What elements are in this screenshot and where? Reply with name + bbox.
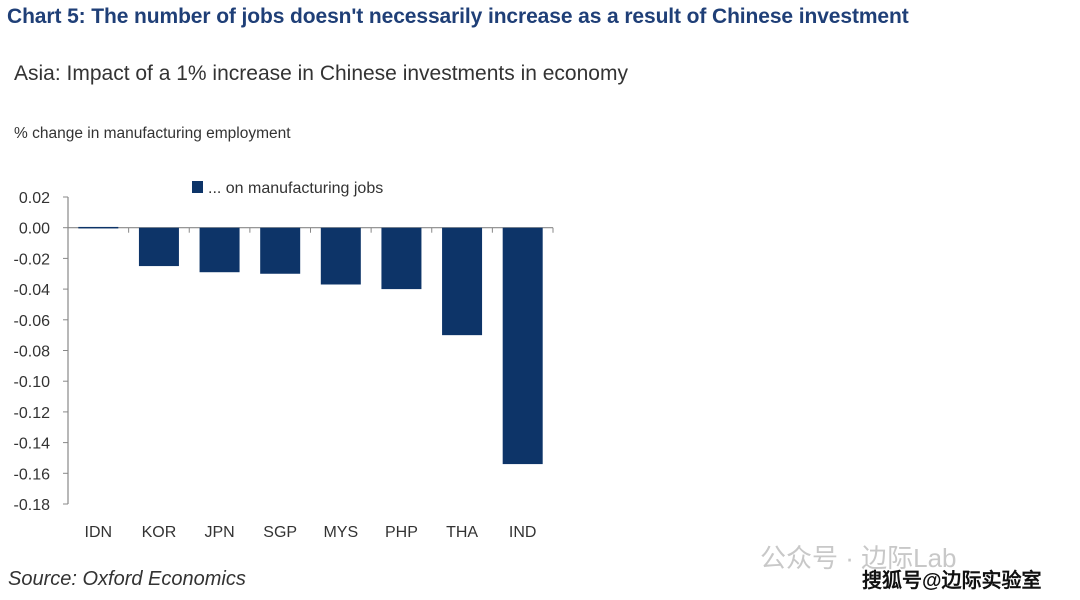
y-tick-label: -0.12 [14,405,51,422]
bar-kor [138,227,179,267]
watermark-wechat: 公众号 · 边际Lab [760,543,957,573]
y-tick-label: -0.02 [14,251,51,268]
y-tick-label: -0.04 [14,282,51,299]
bar-php [381,227,422,290]
x-tick-label: IDN [85,524,113,541]
x-tick-label: SGP [263,524,297,541]
bar-mys [320,227,361,285]
x-tick-label: PHP [385,524,418,541]
legend-label: ... on manufacturing jobs [208,180,383,197]
y-tick-label: -0.06 [14,313,51,330]
bar-tha [442,227,483,336]
y-tick-label: -0.16 [14,466,51,483]
x-tick-label: MYS [323,524,358,541]
chart-title: Asia: Impact of a 1% increase in Chinese… [14,62,628,85]
bar-ind [502,227,543,465]
y-tick-label: 0.02 [19,190,50,207]
page-title: Chart 5: The number of jobs doesn't nece… [7,5,909,28]
y-tick-label: -0.18 [14,497,51,514]
y-tick-label: -0.10 [14,374,51,391]
y-tick-label: -0.08 [14,344,51,361]
x-tick-label: IND [509,524,537,541]
bar-jpn [199,227,240,273]
x-tick-label: KOR [142,524,177,541]
y-tick-label: -0.14 [14,436,51,453]
y-axis-label: % change in manufacturing employment [14,125,291,142]
y-tick-label: 0.00 [19,221,50,238]
x-tick-label: THA [446,524,478,541]
bar-idn [78,226,119,229]
watermark-sohu: 搜狐号@边际实验室 [862,570,1042,592]
legend-swatch [192,181,203,193]
source-note: Source: Oxford Economics [8,568,246,590]
x-tick-label: JPN [204,524,234,541]
bar-sgp [260,227,301,274]
